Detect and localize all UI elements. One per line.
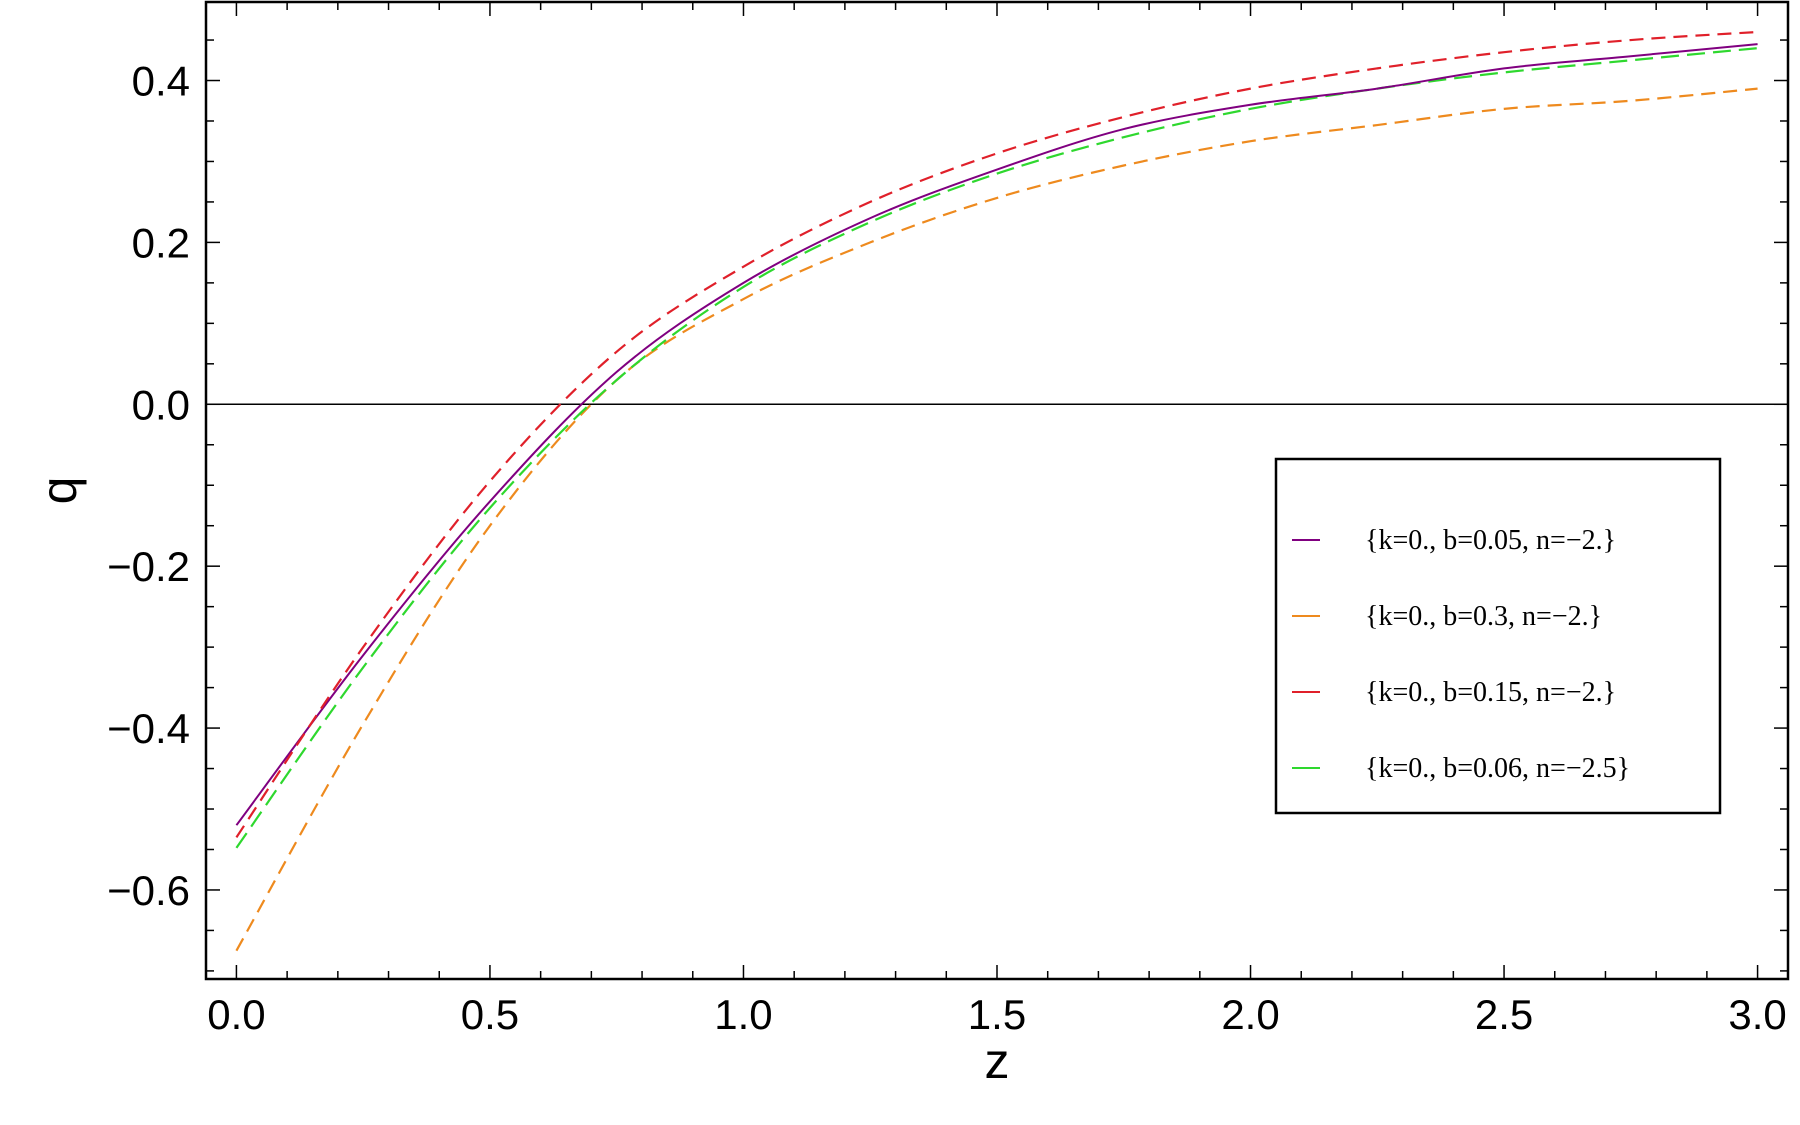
legend-label: {k=0., b=0.15, n=−2.}	[1365, 677, 1616, 708]
legend-box	[1274, 457, 1722, 815]
x-tick-label: 2.0	[1221, 991, 1279, 1038]
y-tick-label: −0.6	[107, 867, 190, 914]
x-tick-label: 1.5	[968, 991, 1026, 1038]
plot-frame	[204, 0, 1790, 981]
y-axis-title: q	[31, 477, 87, 505]
x-tick-label: 0.0	[207, 991, 265, 1038]
y-tick-label: 0.2	[132, 219, 190, 266]
legend-label: {k=0., b=0.06, n=−2.5}	[1365, 753, 1630, 784]
y-tick-label: −0.4	[107, 705, 190, 752]
y-tick-label: 0.4	[132, 58, 190, 105]
series-line-2	[235, 87, 1758, 952]
legend: {k=0., b=0.05, n=−2.} {k=0., b=0.3, n=−2.…	[1274, 457, 1722, 815]
x-tick-label: 1.0	[714, 991, 772, 1038]
x-axis-title: z	[985, 1033, 1010, 1089]
x-tick-label: 0.5	[461, 991, 519, 1038]
series-line-3	[235, 30, 1758, 838]
x-tick-label: 3.0	[1728, 991, 1786, 1038]
legend-label: {k=0., b=0.3, n=−2.}	[1365, 601, 1602, 632]
series-group	[235, 30, 1758, 952]
series-line-4	[235, 47, 1758, 849]
tick-labels: 0.0 0.5 1.0 1.5 2.0 2.5 3.0 −0.6 −0.4 −0.2 0.0 0.2 0…	[107, 58, 1787, 1038]
legend-label: {k=0., b=0.05, n=−2.}	[1365, 525, 1616, 556]
y-tick-label: 0.0	[132, 381, 190, 428]
y-tick-label: −0.2	[107, 543, 190, 590]
series-line-1	[235, 43, 1758, 826]
x-tick-label: 2.5	[1475, 991, 1533, 1038]
